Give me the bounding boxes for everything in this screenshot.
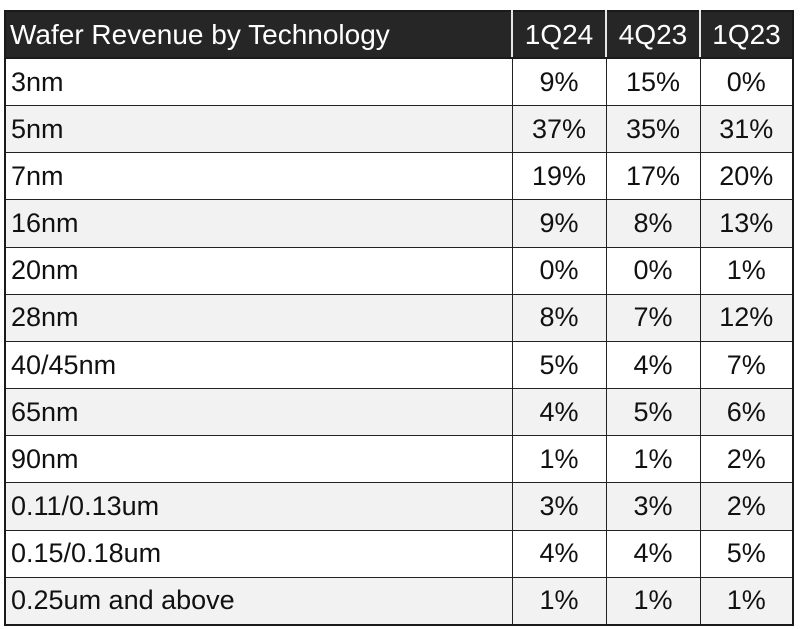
row-label: 90nm (4, 435, 513, 484)
value-cell-1q24: 19% (511, 152, 607, 201)
value-cell-1q23: 13% (699, 199, 794, 248)
value-cell-1q24: 1% (511, 435, 607, 484)
table-row: 65nm 4% 5% 6% (4, 388, 794, 437)
value-cell-4q23: 7% (605, 293, 701, 342)
table-row: 0.15/0.18um 4% 4% 5% (4, 529, 794, 578)
value-cell-4q23: 0% (605, 246, 701, 295)
row-label: 3nm (4, 57, 513, 107)
row-label: 0.25um and above (4, 576, 513, 626)
value-cell-1q23: 5% (699, 529, 794, 578)
value-cell-4q23: 3% (605, 482, 701, 531)
column-header-1q24: 1Q24 (511, 11, 606, 59)
value-cell-1q24: 4% (511, 388, 607, 437)
table-row: 40/45nm 5% 4% 7% (4, 340, 794, 390)
value-cell-1q23: 6% (699, 388, 794, 437)
row-label: 20nm (4, 246, 513, 295)
value-cell-1q23: 1% (699, 576, 794, 626)
value-cell-1q23: 2% (699, 482, 794, 531)
value-cell-1q24: 5% (511, 340, 607, 390)
table-row: 16nm 9% 8% 13% (4, 199, 794, 248)
value-cell-1q24: 3% (511, 482, 607, 531)
row-label: 16nm (4, 199, 513, 248)
table-row: 20nm 0% 0% 1% (4, 246, 794, 295)
row-label: 7nm (4, 152, 513, 201)
table-row: 5nm 37% 35% 31% (4, 105, 794, 154)
value-cell-1q24: 1% (511, 576, 607, 626)
wafer-revenue-table: Wafer Revenue by Technology 1Q24 4Q23 1Q… (4, 10, 794, 626)
table-row: 7nm 19% 17% 20% (4, 152, 794, 201)
value-cell-1q23: 31% (699, 105, 794, 154)
table-row: 0.25um and above 1% 1% 1% (4, 576, 794, 626)
row-label: 40/45nm (4, 340, 513, 390)
table-row: 28nm 8% 7% 12% (4, 293, 794, 342)
table-row: 90nm 1% 1% 2% (4, 435, 794, 484)
value-cell-4q23: 1% (605, 576, 701, 626)
value-cell-1q23: 1% (699, 246, 794, 295)
value-cell-4q23: 1% (605, 435, 701, 484)
value-cell-4q23: 4% (605, 529, 701, 578)
header-row: Wafer Revenue by Technology 1Q24 4Q23 1Q… (5, 11, 793, 59)
table-body: 3nm 9% 15% 0% 5nm 37% 35% 31% 7nm 19% 17% 20% 16nm 9%… (4, 57, 794, 626)
value-cell-1q24: 9% (511, 199, 607, 248)
row-label: 28nm (4, 293, 513, 342)
value-cell-1q23: 7% (699, 340, 794, 390)
value-cell-1q24: 37% (511, 105, 607, 154)
value-cell-4q23: 4% (605, 340, 701, 390)
value-cell-1q23: 2% (699, 435, 794, 484)
value-cell-1q24: 8% (511, 293, 607, 342)
value-cell-1q23: 20% (699, 152, 794, 201)
wafer-revenue-table-container: Wafer Revenue by Technology 1Q24 4Q23 1Q… (4, 10, 794, 626)
row-label: 65nm (4, 388, 513, 437)
table-title: Wafer Revenue by Technology (5, 11, 512, 59)
value-cell-4q23: 8% (605, 199, 701, 248)
row-label: 5nm (4, 105, 513, 154)
table-row: 3nm 9% 15% 0% (4, 57, 794, 107)
table-row: 0.11/0.13um 3% 3% 2% (4, 482, 794, 531)
value-cell-1q24: 9% (511, 57, 607, 107)
row-label: 0.15/0.18um (4, 529, 513, 578)
column-header-1q23: 1Q23 (699, 11, 793, 59)
table-header: Wafer Revenue by Technology 1Q24 4Q23 1Q… (5, 11, 793, 59)
value-cell-1q24: 0% (511, 246, 607, 295)
value-cell-4q23: 17% (605, 152, 701, 201)
value-cell-4q23: 5% (605, 388, 701, 437)
value-cell-1q24: 4% (511, 529, 607, 578)
value-cell-1q23: 12% (699, 293, 794, 342)
value-cell-4q23: 35% (605, 105, 701, 154)
row-label: 0.11/0.13um (4, 482, 513, 531)
column-header-4q23: 4Q23 (605, 11, 700, 59)
value-cell-1q23: 0% (699, 57, 794, 107)
value-cell-4q23: 15% (605, 57, 701, 107)
